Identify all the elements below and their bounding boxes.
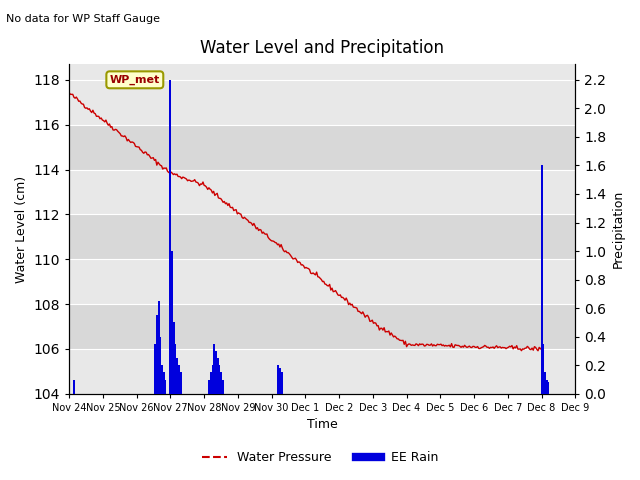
Bar xyxy=(69,349,575,394)
Title: Water Level and Precipitation: Water Level and Precipitation xyxy=(200,39,444,57)
Bar xyxy=(69,125,575,169)
Bar xyxy=(541,166,543,394)
Y-axis label: Water Level (cm): Water Level (cm) xyxy=(15,175,28,283)
Bar xyxy=(281,372,283,394)
Bar xyxy=(547,383,549,394)
Bar xyxy=(170,80,172,394)
Bar xyxy=(69,80,575,125)
Bar xyxy=(173,323,175,394)
Bar xyxy=(546,380,548,394)
Bar xyxy=(73,380,76,394)
Bar xyxy=(210,372,212,394)
Bar xyxy=(161,365,163,394)
Bar xyxy=(544,372,546,394)
Bar xyxy=(156,315,158,394)
Bar xyxy=(164,380,166,394)
Bar xyxy=(279,368,281,394)
Bar xyxy=(69,215,575,259)
Text: No data for WP Staff Gauge: No data for WP Staff Gauge xyxy=(6,14,161,24)
Bar xyxy=(218,365,220,394)
Bar xyxy=(217,358,219,394)
Bar xyxy=(220,372,222,394)
Bar xyxy=(221,380,224,394)
Bar xyxy=(69,169,575,215)
Bar xyxy=(159,337,161,394)
Text: WP_met: WP_met xyxy=(109,75,160,85)
Bar xyxy=(208,380,210,394)
Bar xyxy=(277,365,280,394)
Bar xyxy=(180,372,182,394)
Bar xyxy=(175,344,177,394)
Bar xyxy=(157,301,159,394)
Bar xyxy=(69,304,575,349)
Y-axis label: Precipitation: Precipitation xyxy=(612,190,625,268)
Bar xyxy=(212,365,214,394)
Bar xyxy=(69,259,575,304)
Bar xyxy=(215,351,217,394)
Bar xyxy=(176,358,178,394)
Bar xyxy=(163,372,164,394)
Bar xyxy=(542,344,544,394)
Legend: Water Pressure, EE Rain: Water Pressure, EE Rain xyxy=(196,446,444,469)
Bar xyxy=(213,344,215,394)
Bar xyxy=(178,365,180,394)
Bar xyxy=(154,344,156,394)
X-axis label: Time: Time xyxy=(307,419,338,432)
Bar xyxy=(171,251,173,394)
